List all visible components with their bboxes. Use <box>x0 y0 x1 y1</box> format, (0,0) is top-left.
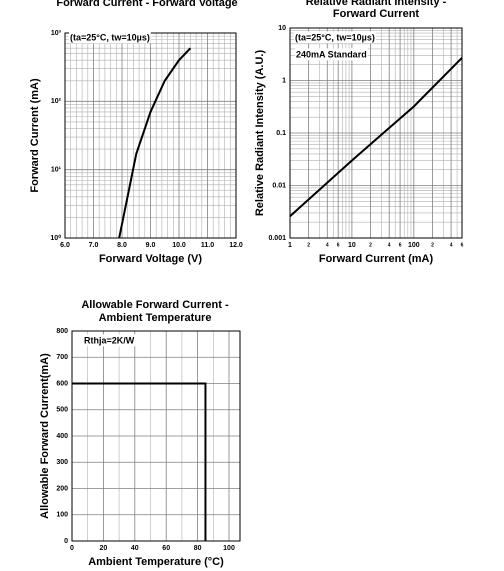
x-tick-label: 1 <box>288 242 292 249</box>
x-tick-label: 100 <box>223 545 235 552</box>
chart-title: Forward Current - Forward Voltage <box>56 0 237 9</box>
x-tick-label: 6 <box>337 242 340 248</box>
x-tick-label: 10 <box>348 242 356 249</box>
x-tick-label: 7.0 <box>89 242 99 249</box>
plot-frame <box>71 330 241 542</box>
x-tick-label: 11.0 <box>201 242 214 249</box>
y-tick-label: 1 <box>282 77 286 84</box>
x-tick-label: 4 <box>450 242 453 248</box>
y-tick-label: 10³ <box>51 30 62 37</box>
y-tick-label: 10 <box>278 25 286 32</box>
annotation: (ta=25°C, tw=10µs) <box>295 32 375 42</box>
chart: 6.0 7.0 8.0 9.0 10.0 11.0 12.0 10⁰ 10¹ 10² 10³ (ta=… <box>29 0 243 265</box>
x-tick-label: 80 <box>194 545 202 552</box>
y-tick-label: 800 <box>56 328 68 335</box>
y-axis-label: Relative Radiant Intensity (A.U.) <box>254 50 266 217</box>
data-line <box>289 57 463 217</box>
x-tick-label: 4 <box>388 242 391 248</box>
chart-title: Ambient Temperature <box>99 312 212 324</box>
x-tick-label: 0 <box>70 545 74 552</box>
y-tick-label: 10⁰ <box>50 234 61 242</box>
x-tick-label: 4 <box>326 242 329 248</box>
x-tick-label: 9.0 <box>146 242 156 249</box>
annotation-background <box>69 31 151 44</box>
y-tick-label: 500 <box>56 407 68 414</box>
y-tick-label: 10² <box>51 98 62 105</box>
y-axis-label: Allowable Forward Current(mA) <box>39 353 51 519</box>
x-tick-label: 10.0 <box>172 242 186 249</box>
x-tick-label: 2 <box>307 242 310 248</box>
x-tick-label: 6 <box>461 242 464 248</box>
annotation-background <box>295 48 368 61</box>
x-tick-label: 6 <box>399 242 402 248</box>
y-tick-label: 0.01 <box>272 182 286 189</box>
chart-title: Relative Radiant Intensity - <box>306 0 447 8</box>
chart-title: Forward Current <box>333 8 420 20</box>
x-tick-label: 60 <box>162 545 170 552</box>
plot-frame <box>289 27 463 239</box>
x-axis-label: Forward Current (mA) <box>319 253 434 265</box>
y-tick-label: 600 <box>56 380 68 387</box>
x-tick-label: 12.0 <box>229 242 243 249</box>
annotation: Rthja=2K/W <box>84 335 135 345</box>
x-tick-label: 2 <box>431 242 434 248</box>
y-tick-label: 0.1 <box>276 130 286 137</box>
x-axis-label: Forward Voltage (V) <box>99 253 202 265</box>
y-axis-label: Forward Current (mA) <box>29 78 41 193</box>
data-line <box>72 382 207 541</box>
y-tick-label: 300 <box>56 459 68 466</box>
x-tick-label: 40 <box>131 545 139 552</box>
annotation: (ta=25°C, tw=10µs) <box>70 32 150 42</box>
y-tick-label: 0.001 <box>268 235 286 242</box>
y-tick-label: 200 <box>56 485 68 492</box>
x-axis-label: Ambient Temperature (°C) <box>88 556 224 568</box>
y-tick-label: 0 <box>64 538 68 545</box>
y-tick-label: 400 <box>56 433 68 440</box>
data-line <box>118 47 192 239</box>
annotation-background <box>83 334 136 347</box>
chart-title: Allowable Forward Current - <box>81 299 229 311</box>
x-tick-label: 2 <box>369 242 372 248</box>
x-tick-label: 8.0 <box>117 242 127 249</box>
chart: 0 20 40 60 80 100 0 100 200 300 400 500 600 700 800 Rth… <box>39 299 241 568</box>
annotation: 240mA Standard <box>296 49 367 59</box>
y-tick-label: 700 <box>56 354 68 361</box>
y-tick-label: 10¹ <box>51 167 62 174</box>
y-tick-label: 100 <box>56 512 68 519</box>
x-tick-label: 100 <box>408 242 420 249</box>
chart: 1 2 4 6 10 2 4 6 100 2 4 6 0.001 0.01 0.1 1 10 (ta=25°C, … <box>254 0 464 265</box>
x-tick-label: 20 <box>100 545 108 552</box>
annotation-background <box>294 31 376 44</box>
x-tick-label: 6.0 <box>60 242 70 249</box>
